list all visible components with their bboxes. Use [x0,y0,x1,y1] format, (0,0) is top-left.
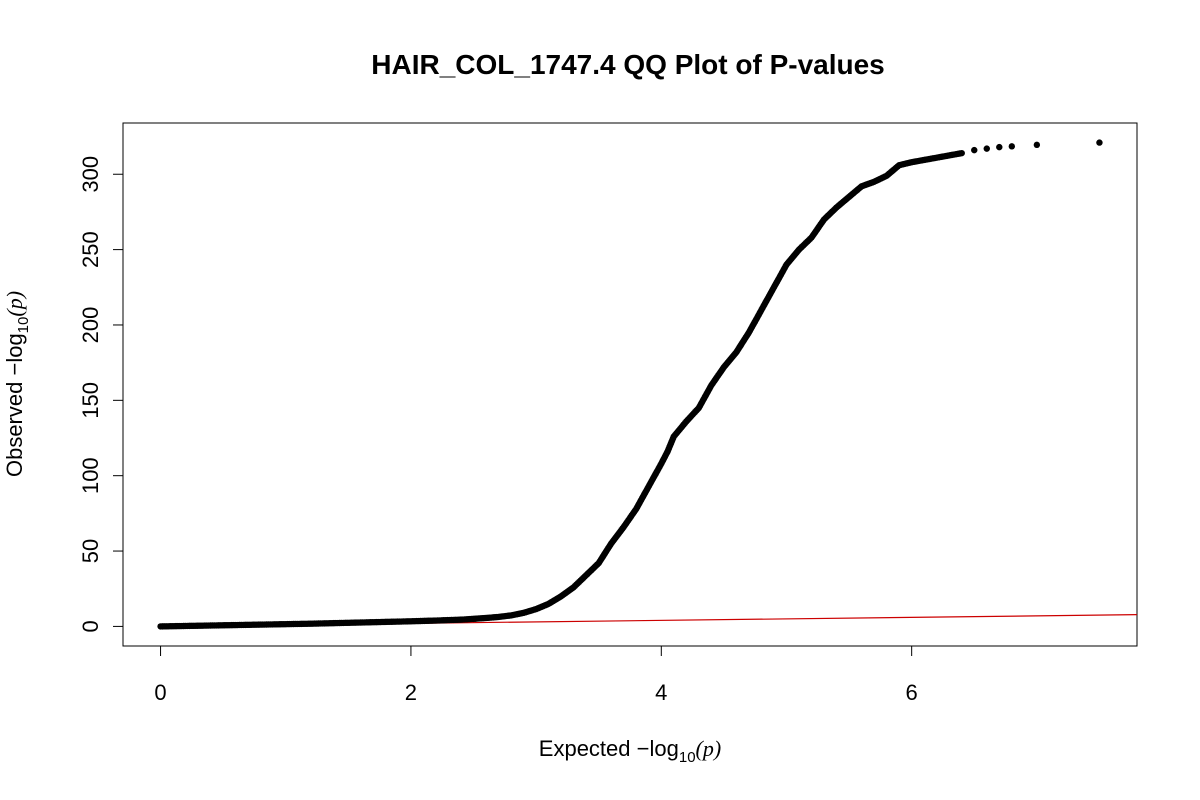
y-tick-label: 150 [78,382,103,419]
data-point [983,145,990,152]
x-tick-label: 6 [906,680,918,705]
data-point [996,143,1003,151]
y-axis: 0 50 100 150 200 250 300 [78,156,124,633]
data-point [1008,143,1016,150]
x-tick-label: 4 [655,680,667,705]
plot-frame [122,122,1138,647]
y-tick-label: 250 [78,231,103,268]
data-point [958,149,965,157]
x-axis: 0 2 4 6 [154,645,918,705]
y-axis-label: Observed −log10(p) [2,291,32,477]
chart-title: HAIR_COL_1747.4 QQ Plot of P-values [371,49,885,80]
data-point [1033,141,1041,149]
y-tick-label: 100 [78,457,103,494]
points-group [157,139,1103,630]
y-tick-label: 50 [78,539,103,563]
x-tick-label: 2 [405,680,417,705]
y-tick-label: 0 [78,620,103,632]
x-axis-label: Expected −log10(p) [539,736,721,766]
y-tick-label: 200 [78,307,103,344]
y-tick-label: 300 [78,156,103,193]
data-point [1096,139,1103,146]
data-point [971,146,978,154]
x-tick-label: 0 [154,680,166,705]
